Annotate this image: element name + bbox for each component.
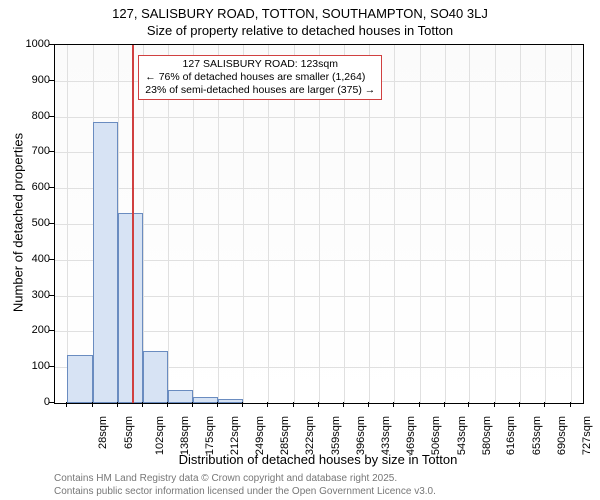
x-tick xyxy=(368,402,369,407)
y-tick-label: 100 xyxy=(10,360,50,372)
annotation-line-1: 127 SALISBURY ROAD: 123sqm xyxy=(145,58,375,71)
marker-line xyxy=(132,45,134,403)
x-tick-label: 285sqm xyxy=(279,416,291,455)
x-tick-label: 580sqm xyxy=(481,416,493,455)
grid-line-v xyxy=(394,45,395,403)
x-tick xyxy=(519,402,520,407)
x-tick-label: 653sqm xyxy=(531,416,543,455)
histogram-bar xyxy=(218,399,243,403)
x-tick-label: 727sqm xyxy=(582,416,594,455)
footer-line-1: Contains HM Land Registry data © Crown c… xyxy=(54,472,436,485)
histogram-bar xyxy=(143,351,168,403)
grid-line-v xyxy=(495,45,496,403)
x-tick-label: 102sqm xyxy=(154,416,166,455)
x-tick xyxy=(117,402,118,407)
grid-line-v xyxy=(545,45,546,403)
x-tick xyxy=(468,402,469,407)
chart-container: 127, SALISBURY ROAD, TOTTON, SOUTHAMPTON… xyxy=(0,0,600,500)
x-tick xyxy=(544,402,545,407)
x-tick-label: 359sqm xyxy=(330,416,342,455)
grid-line-v xyxy=(520,45,521,403)
annotation-box: 127 SALISBURY ROAD: 123sqm ← 76% of deta… xyxy=(138,55,382,100)
x-tick-label: 249sqm xyxy=(255,416,267,455)
histogram-bar xyxy=(118,213,143,403)
x-tick-label: 469sqm xyxy=(405,416,417,455)
x-tick-label: 506sqm xyxy=(430,416,442,455)
x-tick-label: 616sqm xyxy=(506,416,518,455)
x-tick xyxy=(66,402,67,407)
histogram-bar xyxy=(67,355,92,403)
annotation-line-2: ← 76% of detached houses are smaller (1,… xyxy=(145,71,375,84)
grid-line-v xyxy=(445,45,446,403)
x-tick xyxy=(570,402,571,407)
y-tick-label: 1000 xyxy=(10,38,50,50)
x-tick xyxy=(192,402,193,407)
y-tick-label: 0 xyxy=(10,396,50,408)
x-tick-label: 28sqm xyxy=(97,416,109,449)
x-tick xyxy=(167,402,168,407)
x-tick-label: 212sqm xyxy=(229,416,241,455)
x-tick-label: 65sqm xyxy=(123,416,135,449)
x-tick xyxy=(142,402,143,407)
histogram-bar xyxy=(168,390,193,403)
x-tick-label: 543sqm xyxy=(456,416,468,455)
x-tick-label: 322sqm xyxy=(305,416,317,455)
x-tick xyxy=(242,402,243,407)
title-block: 127, SALISBURY ROAD, TOTTON, SOUTHAMPTON… xyxy=(0,0,600,40)
x-tick-label: 396sqm xyxy=(355,416,367,455)
histogram-bar xyxy=(93,122,118,403)
grid-line-v xyxy=(420,45,421,403)
grid-line-v xyxy=(571,45,572,403)
x-tick xyxy=(318,402,319,407)
footer-line-2: Contains public sector information licen… xyxy=(54,485,436,498)
y-tick-label: 800 xyxy=(10,110,50,122)
annotation-line-3: 23% of semi-detached houses are larger (… xyxy=(145,84,375,97)
x-tick xyxy=(293,402,294,407)
x-axis-label: Distribution of detached houses by size … xyxy=(54,452,582,467)
y-tick-label: 200 xyxy=(10,324,50,336)
title-line-1: 127, SALISBURY ROAD, TOTTON, SOUTHAMPTON… xyxy=(0,6,600,23)
grid-line-v xyxy=(469,45,470,403)
y-axis-label: Number of detached properties xyxy=(11,123,26,323)
x-tick xyxy=(267,402,268,407)
x-tick xyxy=(217,402,218,407)
plot-area: 127 SALISBURY ROAD: 123sqm ← 76% of deta… xyxy=(54,44,584,404)
x-tick xyxy=(494,402,495,407)
x-tick xyxy=(444,402,445,407)
x-tick xyxy=(92,402,93,407)
grid-line-v xyxy=(67,45,68,403)
x-tick-label: 433sqm xyxy=(380,416,392,455)
x-tick xyxy=(393,402,394,407)
footer-attribution: Contains HM Land Registry data © Crown c… xyxy=(54,472,436,498)
x-tick-label: 175sqm xyxy=(204,416,216,455)
title-line-2: Size of property relative to detached ho… xyxy=(0,23,600,40)
x-tick-label: 690sqm xyxy=(556,416,568,455)
x-tick xyxy=(343,402,344,407)
y-tick-label: 900 xyxy=(10,74,50,86)
x-tick xyxy=(419,402,420,407)
x-tick-label: 138sqm xyxy=(179,416,191,455)
histogram-bar xyxy=(193,397,218,403)
